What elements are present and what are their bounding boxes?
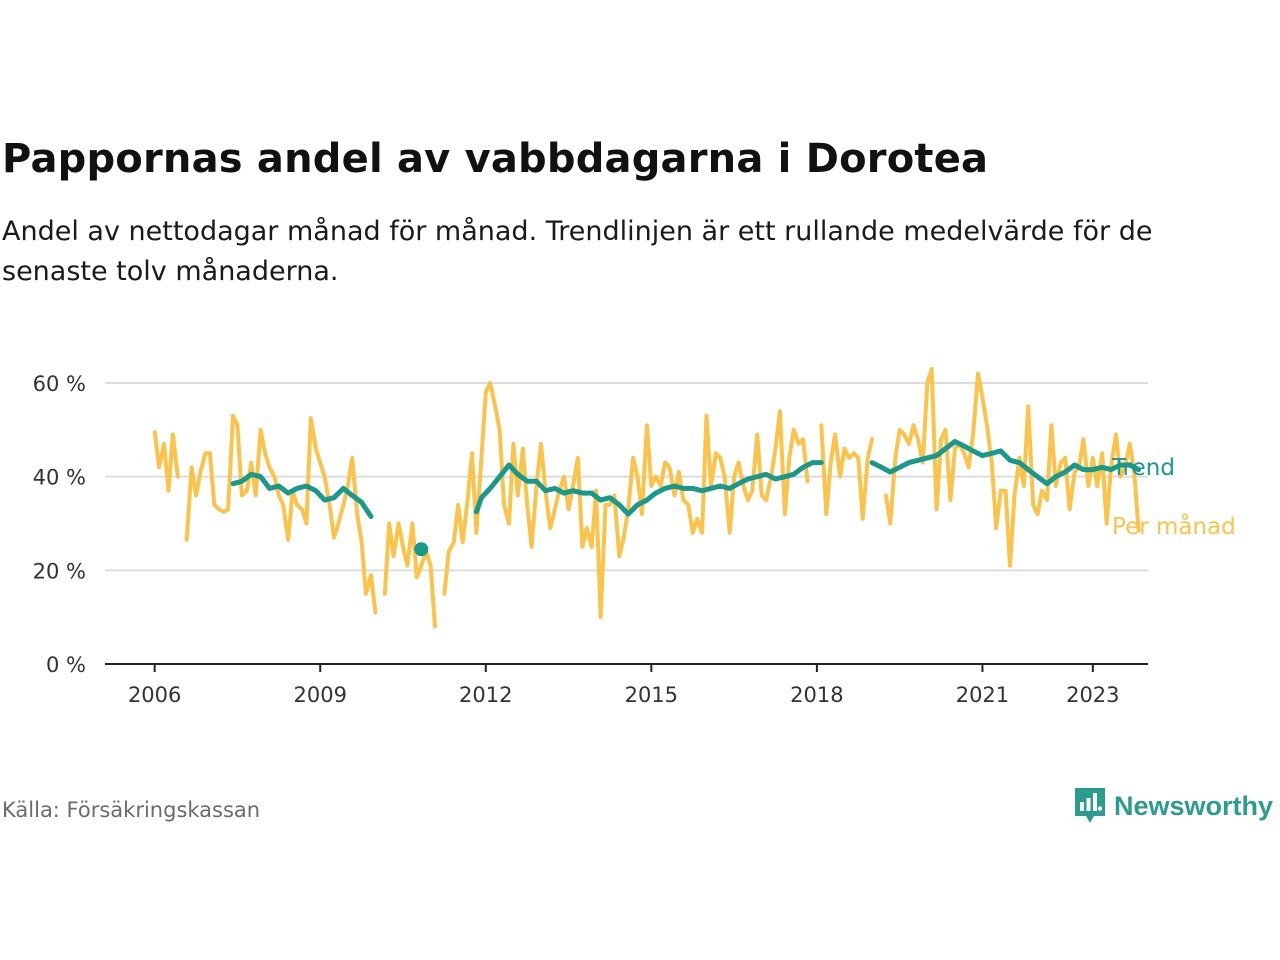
series-end-labels: Per månad Trend [1111,455,1236,540]
x-tick-label: 2018 [790,683,843,707]
monthly-series-line [819,423,875,521]
trend-series-line [473,460,824,517]
x-tick-label: 2021 [956,683,1009,707]
monthly-series-line [152,430,180,493]
y-tick-label: 60 % [33,372,86,396]
series-lines [152,366,1142,629]
source-note: Källa: Försäkringskassan [2,798,261,822]
trend-series-line [230,471,374,519]
y-tick-label: 20 % [33,559,86,583]
trend-point [414,542,429,557]
axes: 0 % 20 % 40 % 60 % 2006 2009 2012 2015 2018 2021 2… [33,372,1148,707]
line-chart: 0 % 20 % 40 % 60 % 2006 2009 2012 2015 2018 2021 2… [33,366,1236,707]
newsworthy-logo-icon [1075,788,1105,823]
chart-subtitle: Andel av nettodagar månad för månad. Tre… [2,216,1153,287]
monthly-series-line [883,366,1141,568]
x-tick-label: 2023 [1066,683,1119,707]
x-tick-label: 2012 [459,683,512,707]
monthly-series-line [184,413,378,615]
grid-lines [105,382,1148,572]
legend-label-trend: Trend [1111,455,1175,481]
legend-label-per-manad: Per månad [1112,512,1236,540]
trend-series-line [869,439,1142,487]
x-tick-label: 2006 [128,683,181,707]
x-tick-label: 2009 [293,683,346,707]
y-tick-label: 0 % [46,653,86,677]
brand-name: Newsworthy [1114,790,1274,821]
y-tick-label: 40 % [33,466,86,490]
x-tick-label: 2015 [625,683,678,707]
monthly-series-line [382,521,437,629]
monthly-series-line [442,381,810,620]
page-title: Pappornas andel av vabbdagarna i Dorotea [2,136,989,182]
brand-logo: Newsworthy [1072,786,1273,826]
